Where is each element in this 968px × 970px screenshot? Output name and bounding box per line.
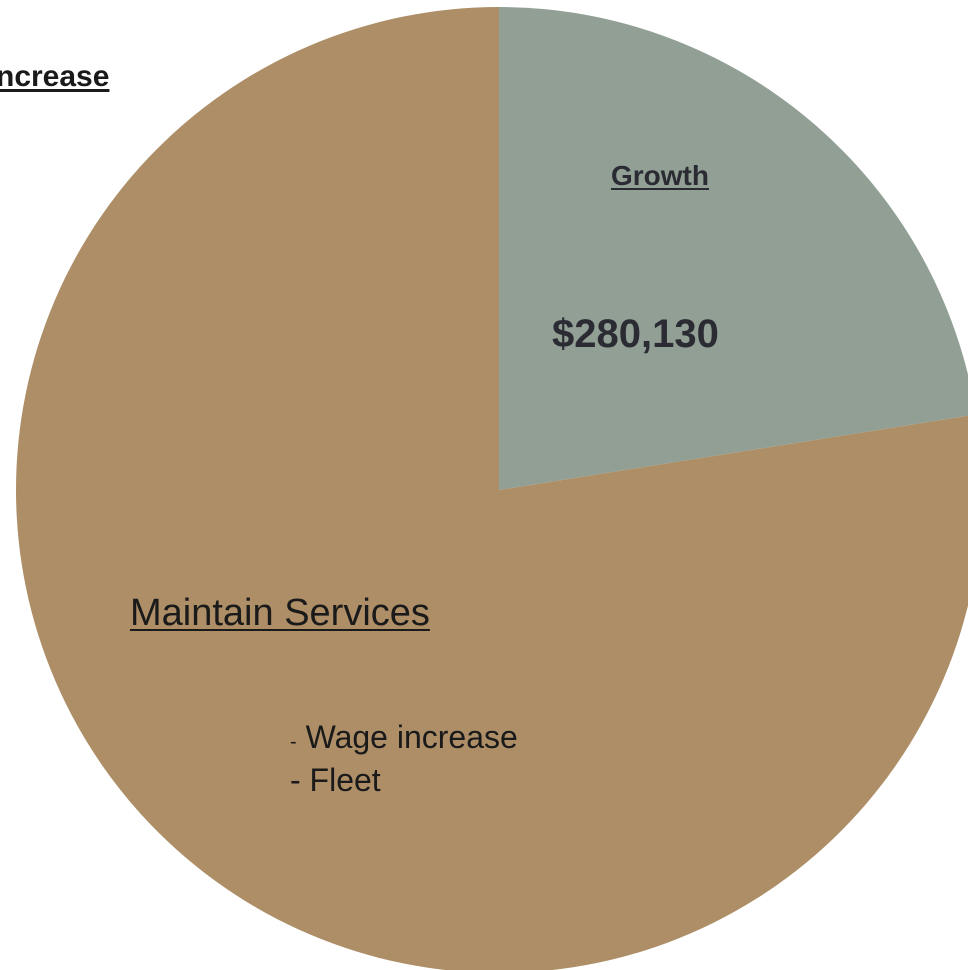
pie-slices [16,7,968,970]
bullet-dash-icon: - [290,762,301,798]
detail-item-fleet-text: Fleet [309,762,381,798]
chart-title: ncrease [0,60,110,93]
bullet-dash-icon: - [290,731,297,753]
detail-item-wage-text: Wage increase [305,719,518,755]
detail-item-wage: - Wage increase [290,718,518,761]
detail-item-fleet: - Fleet [290,761,518,799]
maintain-services-details: - Wage increase - Fleet [290,718,518,799]
growth-slice-label: Growth [611,160,709,191]
pie-slice-growth [499,7,968,490]
maintain-services-slice-label: Maintain Services [130,592,430,634]
pie-slice-maintain [16,7,968,970]
growth-slice-value: $280,130 [552,312,719,356]
